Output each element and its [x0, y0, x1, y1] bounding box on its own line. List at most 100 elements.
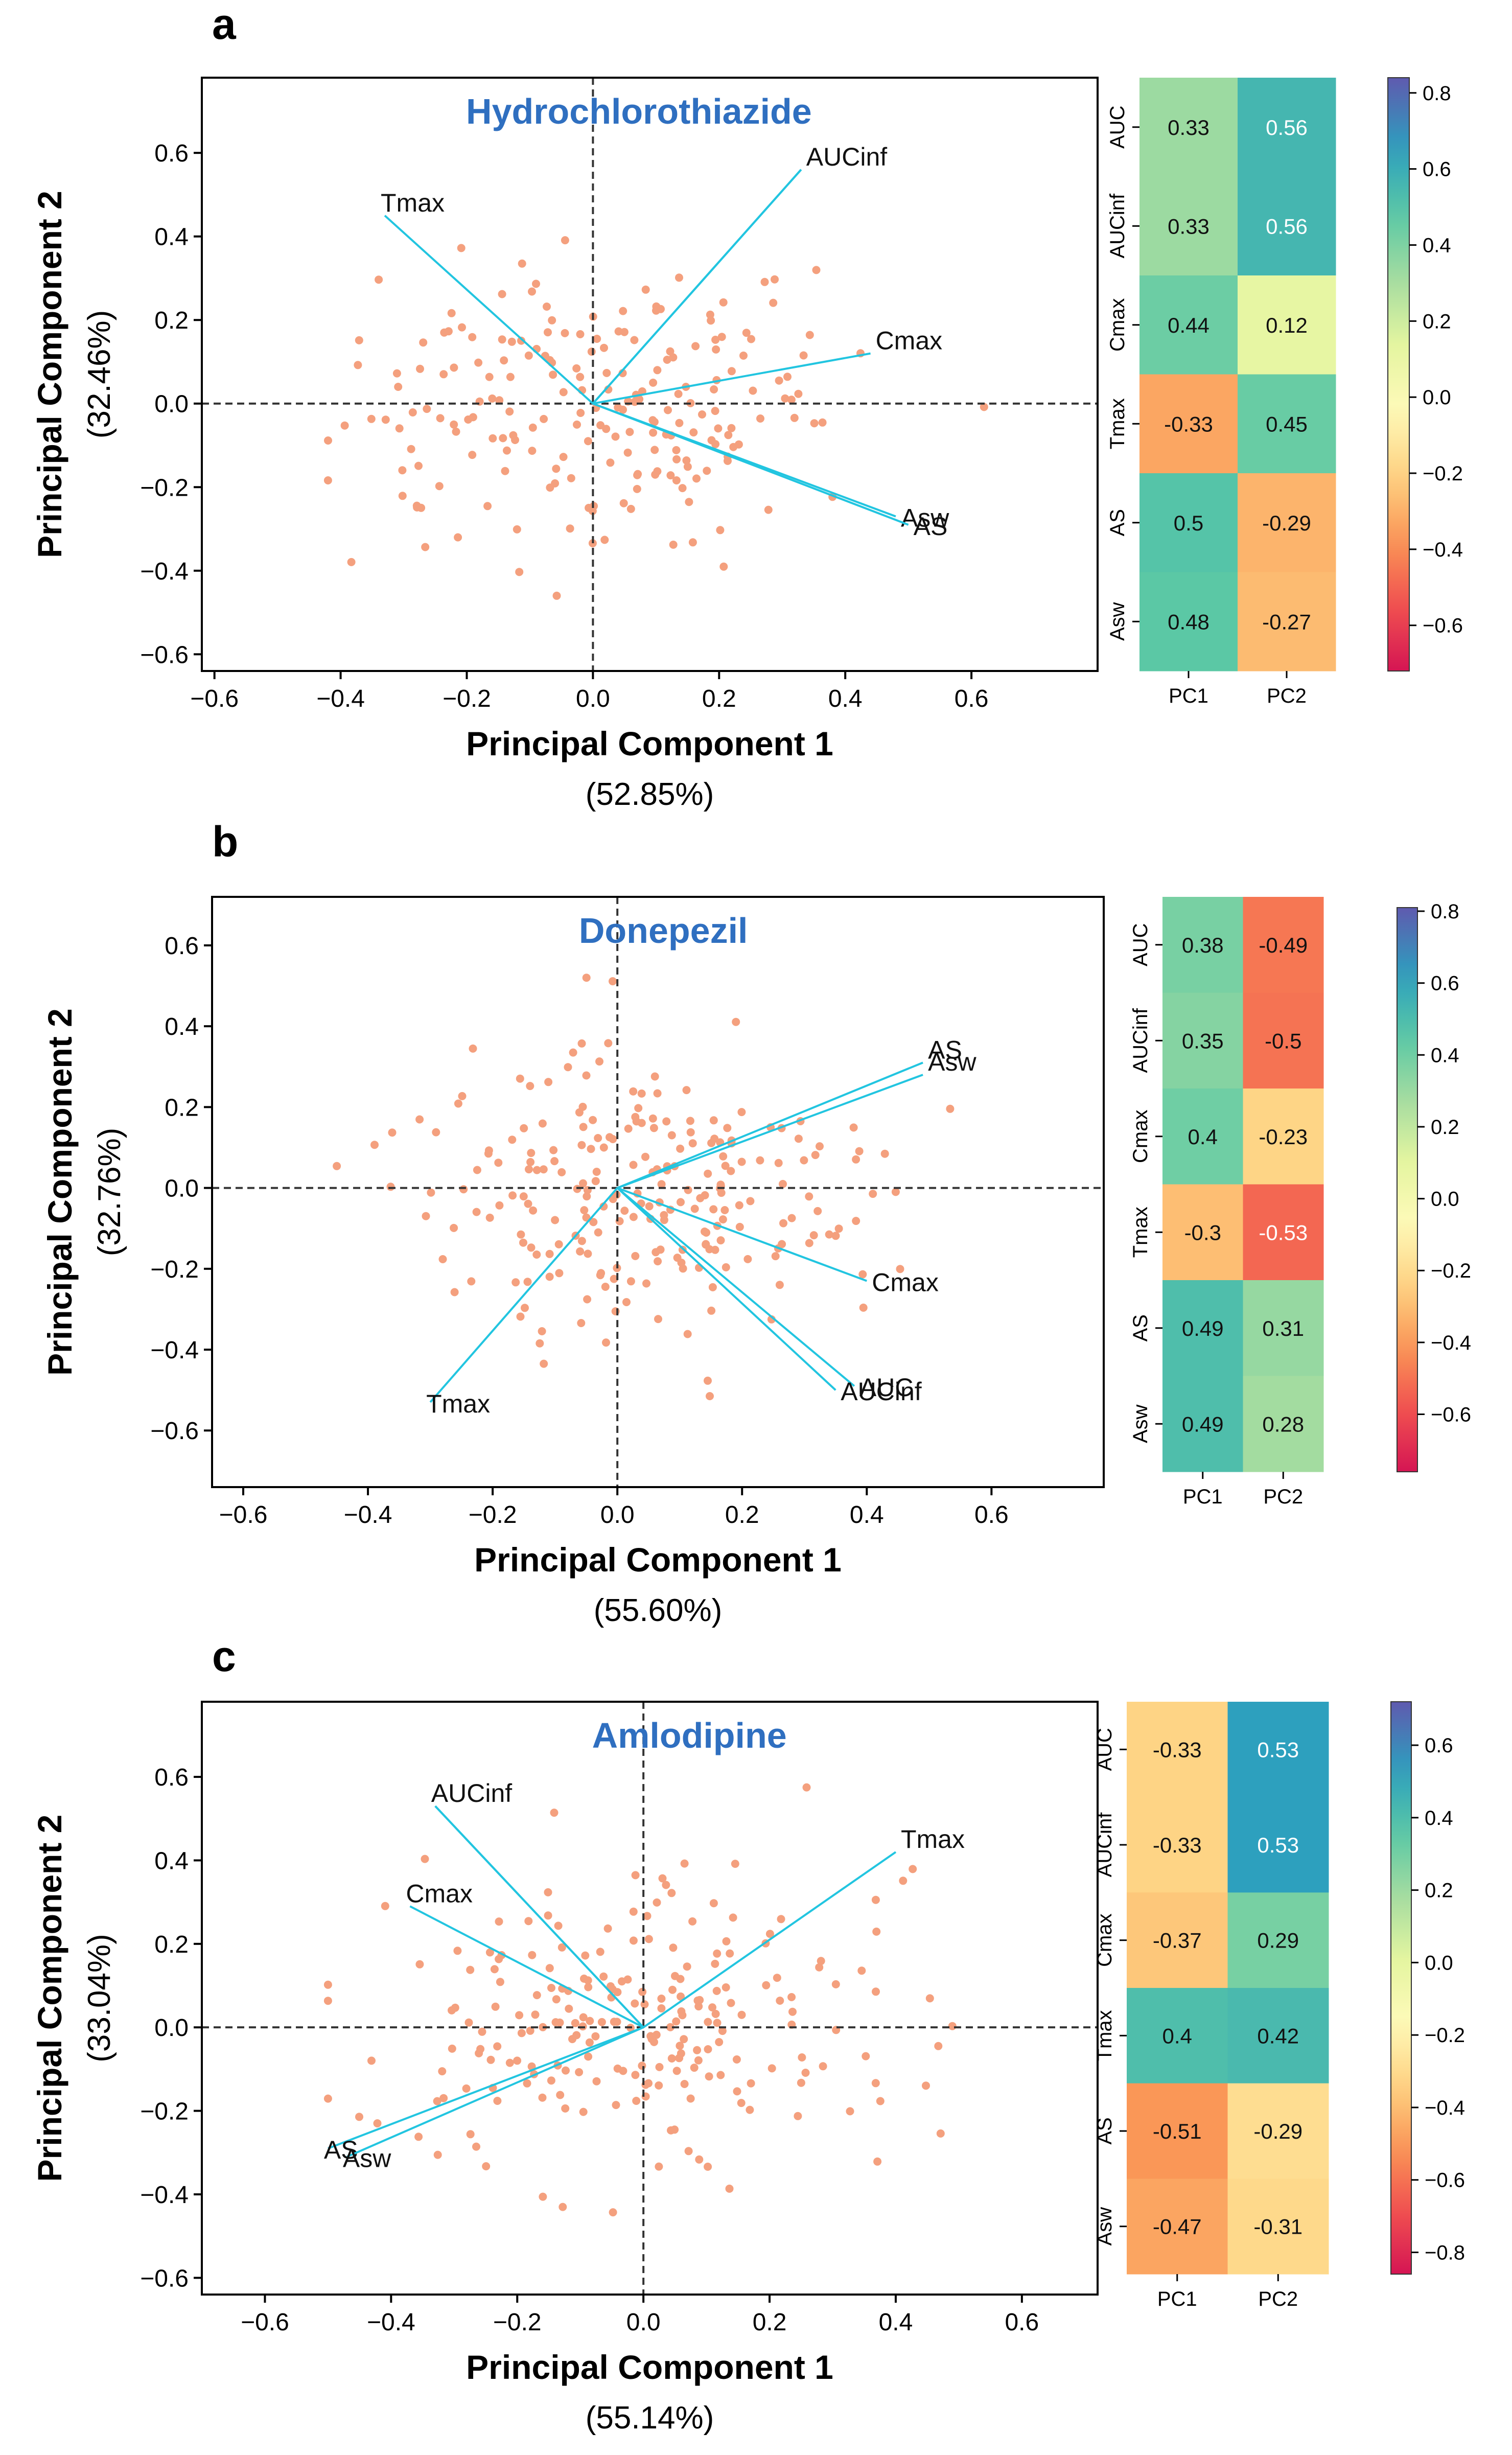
score-point [781, 394, 789, 403]
loading-label-aucinf: AUCinf [806, 143, 887, 171]
score-point [488, 394, 497, 403]
score-point [711, 440, 720, 449]
score-point [702, 1240, 710, 1249]
y-tick-label: −0.2 [140, 2098, 189, 2125]
score-point [711, 407, 719, 415]
score-point [559, 388, 568, 397]
score-point [520, 1124, 528, 1132]
score-point [805, 1239, 813, 1247]
x-axis-variance: (52.85%) [586, 777, 714, 812]
score-point [501, 467, 509, 475]
heatmap-col-label: PC1 [1169, 685, 1208, 707]
score-point [523, 1278, 532, 1286]
heatmap-cell-value: -0.51 [1153, 2119, 1202, 2143]
score-point [849, 1123, 858, 1132]
score-point [662, 1117, 671, 1126]
score-point [545, 1272, 554, 1281]
score-point [559, 2203, 567, 2211]
score-point [589, 1116, 597, 1124]
score-point [579, 2107, 588, 2116]
score-point [855, 1147, 864, 1155]
score-point [666, 471, 675, 480]
score-point [649, 378, 658, 387]
heatmap-cell-value: 0.33 [1168, 115, 1209, 140]
colorbar-tick-label: 0.0 [1431, 1188, 1459, 1211]
score-point [666, 2023, 674, 2031]
score-point [703, 467, 711, 475]
score-point [660, 1216, 668, 1224]
score-point [718, 1215, 727, 1224]
loading-vector-as [328, 2026, 644, 2149]
score-point [626, 504, 635, 513]
heatmap-cell-value: -0.47 [1153, 2215, 1202, 2239]
score-point [513, 2056, 522, 2065]
score-point [549, 1146, 558, 1154]
score-point [619, 307, 627, 315]
loading-label-asw: Asw [343, 2144, 391, 2172]
score-point [787, 1993, 796, 2001]
score-point [909, 1865, 917, 1873]
heatmap-cell [1243, 1088, 1324, 1185]
colorbar: −0.6 −0.4 −0.2 0.0 0.2 0.4 0.6 0.8 [1387, 77, 1463, 671]
panel-letter: c [212, 1632, 236, 1680]
score-point [579, 1179, 587, 1188]
score-point [891, 1188, 900, 1196]
score-point [416, 364, 424, 373]
heatmap-cell-value: 0.33 [1168, 214, 1209, 238]
heatmap-cell [1227, 1988, 1329, 2084]
score-point [683, 1330, 692, 1338]
x-tick-label: 0.4 [828, 685, 863, 712]
score-point [448, 2044, 456, 2053]
score-point [713, 1949, 722, 1958]
heatmap-cell [1238, 176, 1336, 276]
heatmap-cell [1238, 572, 1336, 671]
score-point [637, 1089, 646, 1098]
heatmap-cell-value: 0.38 [1182, 933, 1224, 957]
x-tick-label: 0.6 [974, 1501, 1009, 1528]
y-tick-label: −0.2 [140, 474, 189, 501]
score-point [528, 423, 537, 432]
score-point [582, 974, 591, 982]
score-point [347, 558, 356, 566]
score-point [414, 461, 423, 470]
loadings-heatmap: 0.33 0.56 AUC 0.33 0.56 AUCinf 0.44 0.12 Cmax -0.… [1106, 78, 1336, 707]
score-point [716, 526, 725, 535]
score-point [790, 413, 799, 422]
score-point [573, 420, 581, 429]
score-point [613, 1988, 622, 1997]
score-point [672, 2067, 681, 2075]
score-point [577, 1039, 586, 1048]
score-point [459, 1185, 468, 1194]
score-point [813, 1207, 822, 1215]
score-point [576, 1247, 585, 1256]
score-point [846, 2107, 854, 2116]
y-axis-label: Principal Component 2 [31, 1815, 68, 2182]
score-point [436, 414, 445, 423]
score-points [323, 1783, 957, 2217]
score-point [658, 1874, 667, 1883]
score-point [702, 1229, 711, 1237]
score-point [526, 2026, 534, 2035]
score-point [526, 1158, 535, 1166]
score-point [858, 1270, 867, 1279]
score-point [742, 329, 751, 337]
score-point [653, 366, 662, 375]
score-point [713, 2019, 722, 2027]
score-point [484, 1146, 493, 1155]
x-tick-label: 0.2 [753, 2309, 787, 2336]
score-point [685, 498, 693, 506]
score-point [729, 1913, 737, 1922]
score-point [653, 1898, 661, 1907]
score-point [526, 1082, 534, 1091]
score-point [506, 373, 515, 381]
score-point [576, 409, 585, 417]
x-tick-label: −0.2 [493, 2309, 542, 2336]
heatmap-col-label: PC2 [1263, 1486, 1303, 1508]
score-point [532, 1991, 541, 2000]
colorbar-tick-label: 0.4 [1431, 1044, 1459, 1067]
x-tick-label: −0.4 [316, 685, 365, 712]
score-point [653, 1089, 662, 1098]
score-point [323, 476, 332, 484]
score-point [684, 2147, 693, 2156]
colorbar-tick-label: 0.0 [1425, 1952, 1453, 1974]
